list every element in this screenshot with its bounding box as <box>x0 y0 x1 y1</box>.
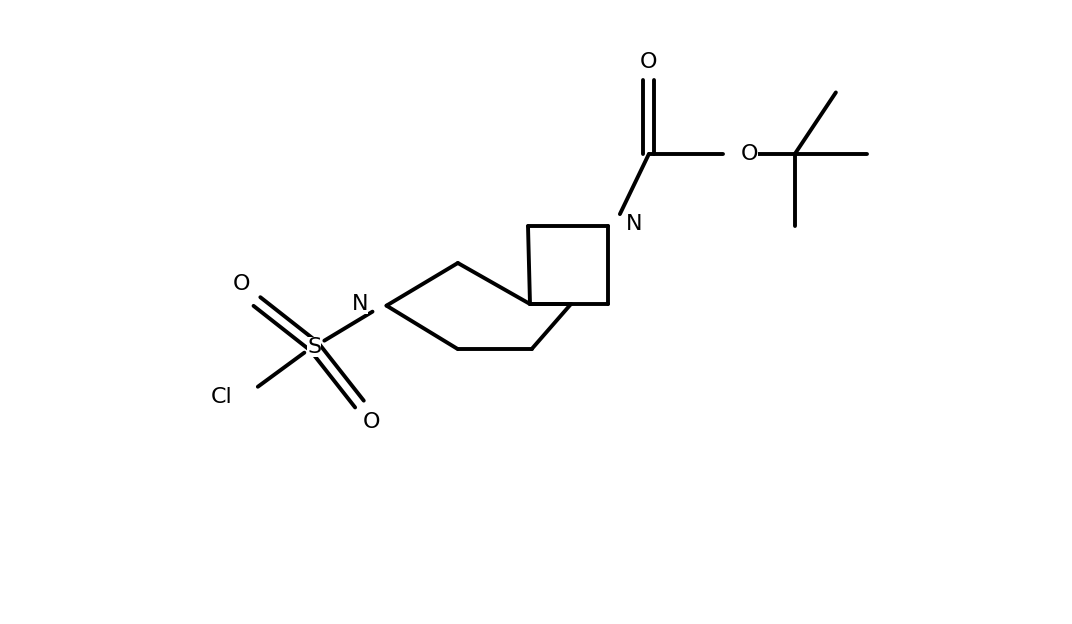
Text: O: O <box>741 144 758 164</box>
Text: O: O <box>362 412 381 432</box>
Text: O: O <box>640 52 657 72</box>
Text: S: S <box>308 336 322 357</box>
Text: Cl: Cl <box>211 387 233 407</box>
Text: N: N <box>352 294 369 314</box>
Text: N: N <box>626 214 642 234</box>
Text: O: O <box>234 273 251 293</box>
